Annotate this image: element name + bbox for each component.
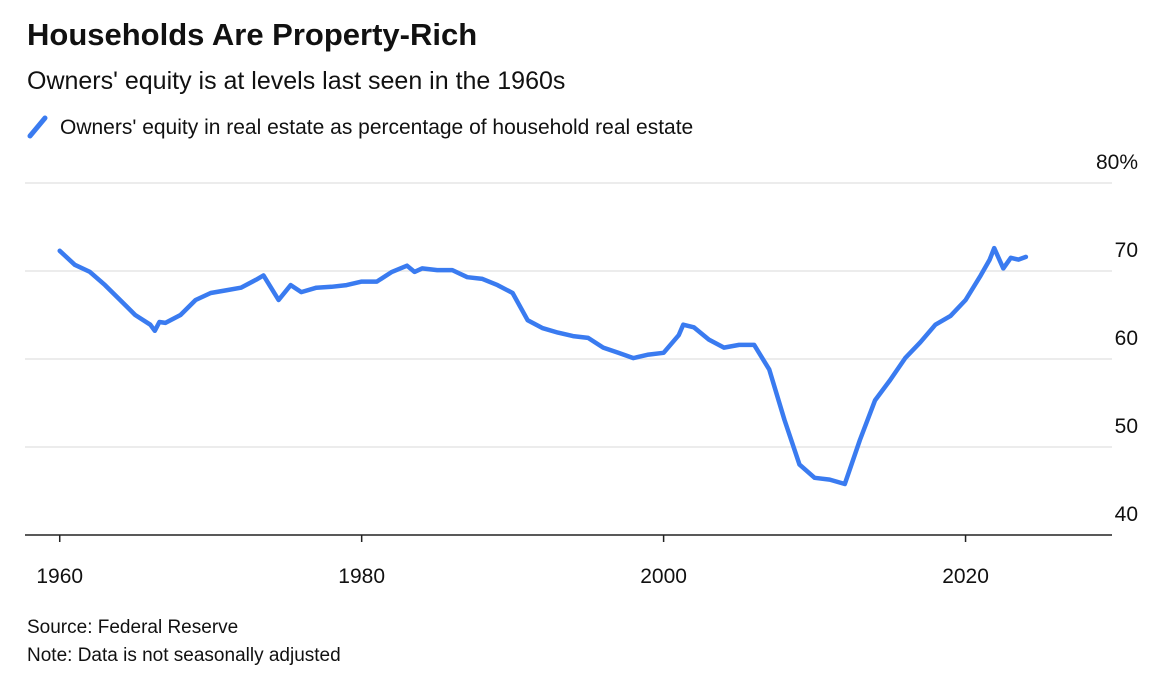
x-tick-label: 2000 (640, 565, 687, 588)
note: Note: Data is not seasonally adjusted (27, 645, 341, 666)
x-tick-label: 1960 (36, 565, 83, 588)
source: Source: Federal Reserve (27, 617, 238, 638)
legend-swatch (27, 115, 48, 139)
x-tick-label: 1980 (338, 565, 385, 588)
data-line (57, 245, 1029, 487)
y-tick-label: 80% (1096, 151, 1138, 174)
chart-subtitle: Owners' equity is at levels last seen in… (27, 67, 565, 95)
y-tick-label: 40 (1115, 503, 1138, 526)
y-tick-label: 70 (1115, 239, 1138, 262)
x-tick-label: 2020 (942, 565, 989, 588)
legend-label: Owners' equity in real estate as percent… (60, 116, 693, 139)
y-tick-label: 50 (1115, 415, 1138, 438)
chart-title: Households Are Property-Rich (27, 17, 477, 52)
y-tick-label: 60 (1115, 327, 1138, 350)
